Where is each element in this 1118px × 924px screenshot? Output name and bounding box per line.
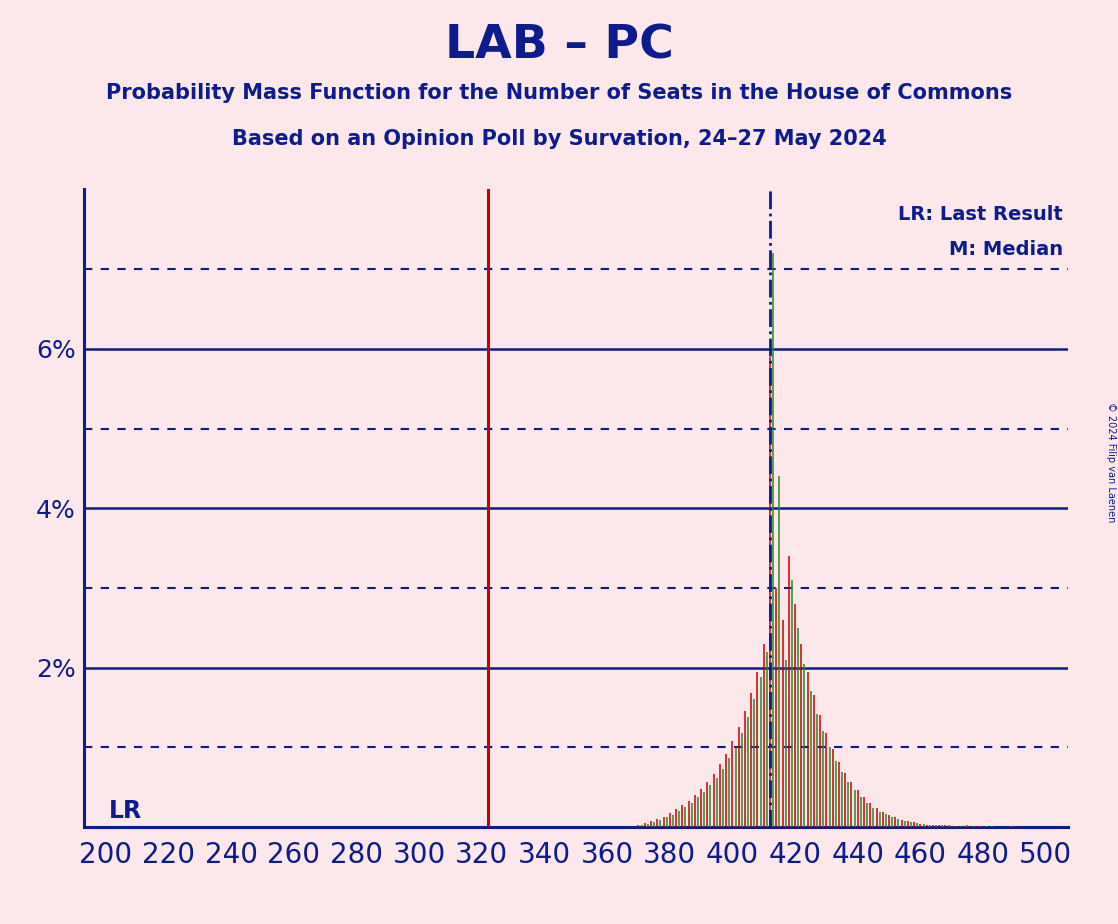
Text: © 2024 Filip van Laenen: © 2024 Filip van Laenen (1106, 402, 1116, 522)
Text: LR: Last Result: LR: Last Result (898, 205, 1063, 225)
Text: Based on an Opinion Poll by Survation, 24–27 May 2024: Based on an Opinion Poll by Survation, 2… (231, 129, 887, 150)
Text: Probability Mass Function for the Number of Seats in the House of Commons: Probability Mass Function for the Number… (106, 83, 1012, 103)
Text: LR: LR (108, 799, 142, 823)
Text: LAB – PC: LAB – PC (445, 23, 673, 68)
Text: M: Median: M: Median (949, 240, 1063, 260)
